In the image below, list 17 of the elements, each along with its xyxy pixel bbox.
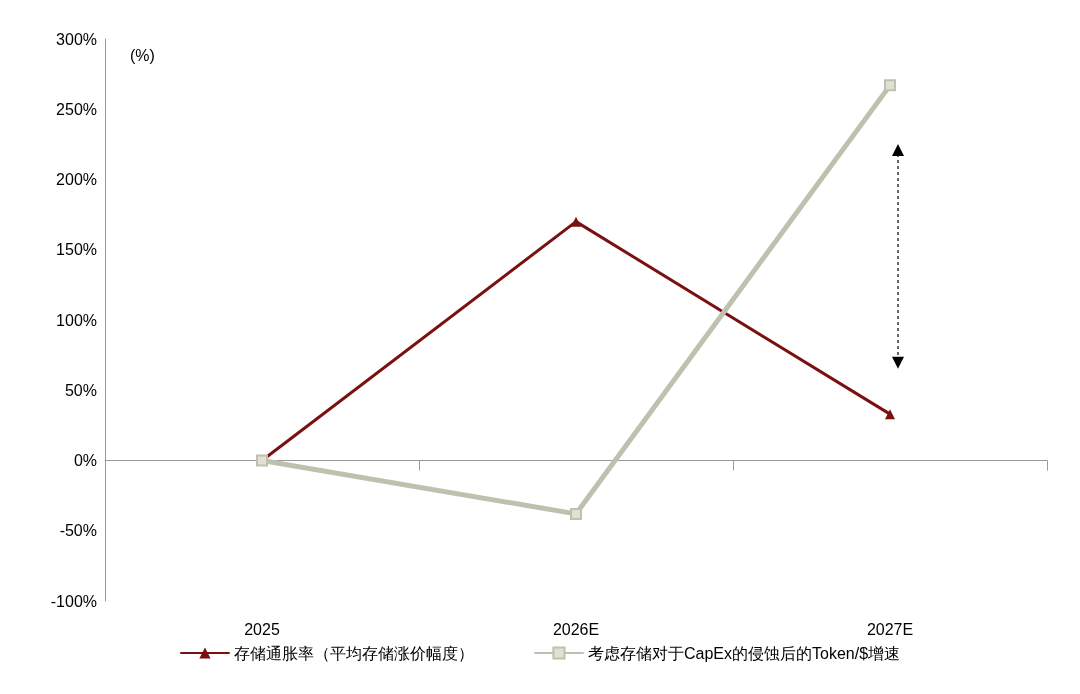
y-axis-title: (%) [130,46,155,64]
legend-label: 存储通胀率（平均存储涨价幅度） [233,644,474,662]
point [884,79,896,92]
legend-label: 考虑存储对于CapEx的侵蚀后的Token/$增速 [587,644,901,662]
y-tick-label: 100% [56,311,97,329]
y-tick-label: 0% [73,452,97,469]
x-tick-label: 2027E [866,620,914,638]
y-tick-label: 200% [56,171,97,188]
y-tick-label: 50% [64,381,97,399]
y-tick-label: 300% [56,30,97,48]
y-tick-label: 150% [56,241,97,259]
x-tick-label: 2025 [244,620,280,638]
y-tick-label: -100% [50,592,97,610]
y-tick-label: 250% [56,100,97,118]
point [570,507,582,520]
y-tick-label: -50% [59,522,97,540]
x-tick-label: 2026E [552,620,600,638]
